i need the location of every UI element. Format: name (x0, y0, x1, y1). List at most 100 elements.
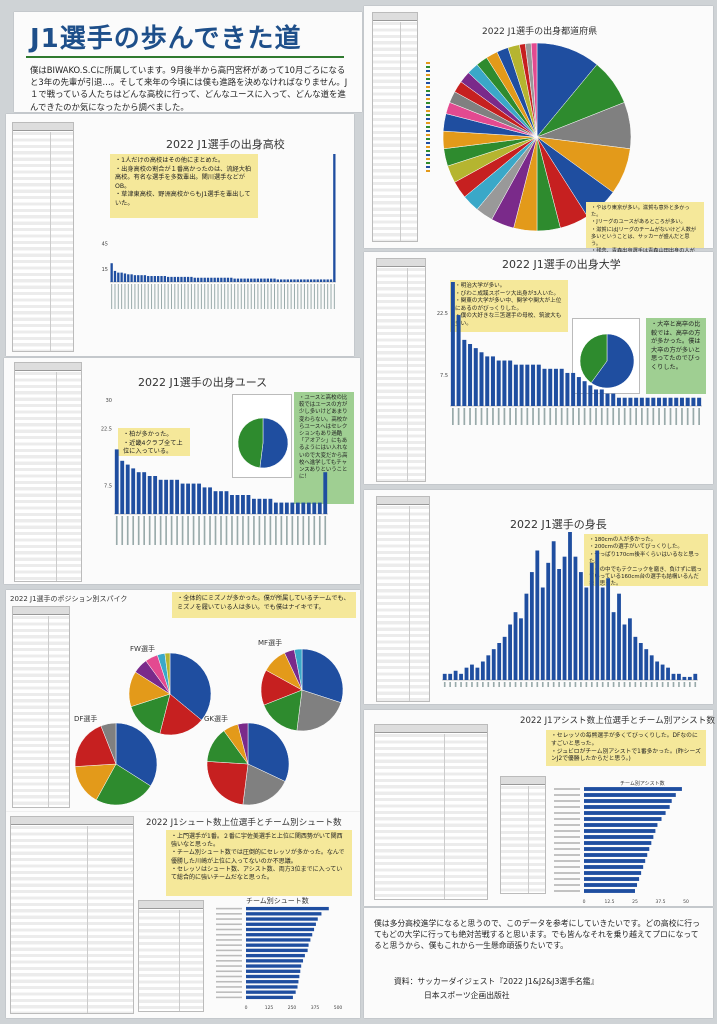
category-label-stub (216, 923, 242, 926)
category-label-stub (197, 284, 199, 309)
high-school-panel: 2022 J1選手の出身高校 ・1人だけの高校はその他にまとめた。 ・出身高校の… (6, 114, 354, 356)
category-label-stub (127, 284, 129, 309)
y-tick-label: 22.5 (101, 427, 112, 433)
x-tick-label: 0 (245, 1005, 248, 1011)
category-label-stub (669, 408, 672, 425)
bar (110, 263, 113, 282)
category-label-stub (277, 284, 279, 309)
bar (190, 276, 193, 282)
assist-team-chart: 0 12.5 25 37.5 50 (554, 787, 689, 905)
category-label-stub (313, 516, 316, 545)
bar (644, 649, 649, 680)
bar (480, 661, 485, 680)
category-label-stub (612, 682, 615, 687)
category-label-stub (203, 516, 206, 545)
category-label-stub (554, 812, 580, 814)
bar (123, 273, 127, 282)
bar (584, 817, 662, 821)
bar (540, 587, 545, 680)
youth-pie-box (232, 394, 292, 478)
bar (160, 276, 163, 282)
bar (268, 498, 273, 514)
bar (565, 372, 570, 406)
category-label-stub (554, 860, 580, 862)
category-label-stub (330, 284, 332, 309)
bar (158, 479, 163, 514)
category-label-stub (300, 284, 302, 309)
category-label-stub (531, 682, 533, 687)
x-tick-label: 12.5 (604, 899, 614, 905)
category-label-stub (323, 284, 325, 309)
category-label-stub (216, 913, 242, 915)
category-label-stub (554, 848, 580, 850)
bar (450, 282, 455, 406)
category-label-stub (525, 682, 528, 687)
height-note-3: ・やっぱり170cm後半くらいはいるなと思った。 (589, 551, 700, 566)
category-label-stub (257, 284, 259, 309)
category-label-stub (144, 284, 146, 309)
category-label-stub (606, 408, 609, 425)
bar (462, 339, 467, 406)
shoot-note-2: ・チーム別シュート数では圧倒的にセレッソが多かった。なんで優勝した川崎が上位に入… (171, 849, 345, 865)
bar (622, 397, 627, 406)
category-label-stub (242, 516, 244, 545)
category-label-stub (469, 408, 471, 425)
category-label-stub (209, 516, 211, 545)
category-label-stub (520, 682, 522, 687)
bar (582, 381, 587, 406)
category-label-stub (137, 284, 139, 309)
category-label-stub (694, 682, 697, 687)
bar (193, 277, 196, 282)
bar (143, 275, 147, 282)
category-label-stub (661, 682, 664, 687)
x-tick-label: 375 (311, 1005, 320, 1011)
bar (611, 612, 616, 680)
assist-panel: 2022 J1アシスト数上位選手とチーム別アシスト数 ・セレッソの毎熊選手が多く… (364, 710, 715, 906)
category-label-stub (151, 284, 153, 309)
position-table (12, 606, 70, 808)
category-label-stub (214, 284, 216, 309)
bar (117, 272, 120, 282)
bar (246, 980, 299, 984)
category-label-stub (230, 284, 232, 309)
assist-note-1: ・セレッソの毎熊選手が多くてびっくりした。DFなのにすごいと思った。 (551, 733, 698, 747)
bar (595, 550, 600, 680)
category-label-stub (170, 284, 172, 309)
bar (584, 877, 640, 881)
bar (329, 279, 333, 282)
category-label-stub (658, 408, 660, 425)
gk-pie-slice (237, 722, 249, 765)
category-label-stub (147, 284, 149, 309)
university-note-4: ・僕の大好きな三笘選手の母校、筑波大も多い。 (455, 313, 562, 327)
category-label-stub (244, 284, 246, 309)
assist-title: 2022 J1アシスト数上位選手とチーム別アシスト数 (520, 716, 715, 726)
bar (571, 372, 576, 406)
bar (606, 578, 611, 680)
category-label-stub (227, 284, 229, 309)
category-label-stub (537, 408, 540, 425)
bar (303, 279, 306, 282)
category-label-stub (547, 682, 550, 687)
bar (150, 276, 153, 282)
gk-pie-slice (247, 722, 290, 782)
bar (246, 912, 322, 916)
fw-pie-slice (169, 652, 212, 721)
category-label-stub (595, 408, 597, 425)
bar (559, 368, 564, 406)
category-label-stub (307, 516, 310, 545)
youth-note-1: ・柏が多かった。 (123, 431, 173, 438)
bar (584, 853, 648, 857)
bar (233, 278, 236, 282)
youth-notes: ・柏が多かった。 ・近畿4クラブ全て上位に入っている。 (118, 428, 190, 456)
category-label-stub (554, 788, 580, 790)
bar (113, 270, 117, 282)
bar (246, 959, 304, 963)
bar (679, 397, 684, 406)
bar (490, 356, 495, 406)
bar (513, 364, 518, 406)
bar (276, 279, 280, 282)
bar (464, 667, 469, 680)
category-label-stub (486, 408, 489, 425)
category-label-stub (589, 408, 592, 425)
category-label-stub (287, 284, 289, 309)
